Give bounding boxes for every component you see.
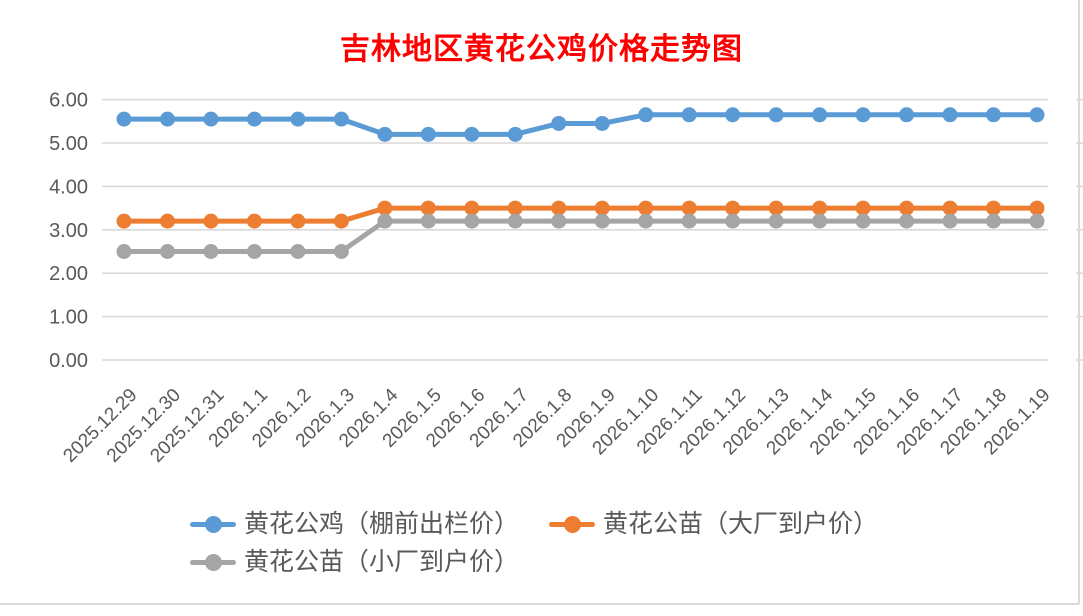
data-point [290,244,306,259]
data-point [464,200,480,216]
data-point [420,200,436,216]
legend-line-dot-icon [190,516,236,534]
data-point [681,200,697,216]
data-point [551,213,567,229]
data-point [986,107,1002,123]
legend-label: 黄花公苗（大厂到户价） [603,511,879,538]
data-point [551,200,567,216]
data-point [203,111,219,127]
y-axis-label: 1.00 [49,307,88,329]
series-line-1 [121,205,1040,224]
y-axis-label: 0.00 [49,350,88,372]
y-axis-label: 3.00 [49,220,88,242]
legend-label: 黄花公鸡（棚前出栏价） [244,511,520,538]
data-point [812,107,828,123]
data-point [681,107,697,123]
data-point [725,200,741,216]
legend-line-dot-icon [549,516,596,534]
legend-item-penqian-chulan: 黄花公鸡（棚前出栏价） [190,511,519,539]
data-point [464,213,480,229]
data-point [812,213,828,229]
data-point [855,200,871,216]
series-line-2 [121,218,1040,254]
data-point [768,200,784,216]
data-point [159,213,175,229]
data-point [638,107,654,123]
data-point [116,111,132,127]
legend-label: 黄花公苗（小厂到户价） [244,548,520,576]
data-point [464,126,480,142]
chart-legend: 黄花公鸡（棚前出栏价） 黄花公苗（大厂到户价） 黄花公苗（小厂到户价） [190,511,878,576]
data-point [246,244,262,259]
legend-row-1: 黄花公鸡（棚前出栏价） 黄花公苗（大厂到户价） [190,511,878,539]
data-point [203,213,219,229]
y-axis-label: 4.00 [49,176,88,198]
data-point [899,107,915,123]
data-point [594,213,610,229]
data-point [507,126,523,142]
legend-item-xiaochang-daohu: 黄花公苗（小厂到户价） [190,549,519,577]
data-point [1029,107,1045,123]
data-point [942,107,958,123]
data-point [507,213,523,229]
data-point [594,200,610,216]
data-point [333,111,349,127]
data-point [899,213,915,229]
data-point [1029,200,1045,216]
data-point [986,213,1002,229]
data-point [768,213,784,229]
data-point [507,200,523,216]
data-point [290,213,306,229]
y-axis-label: 5.00 [49,133,88,155]
data-point [594,115,610,131]
data-point [246,111,262,127]
legend-item-dachang-daohu: 黄花公苗（大厂到户价） [549,511,878,539]
chart-title: 吉林地区黄花公鸡价格走势图 [340,33,743,66]
data-point [420,213,436,229]
data-point [159,244,175,259]
data-point [899,200,915,216]
data-point [681,213,697,229]
data-point [1029,213,1045,229]
data-point [290,111,306,127]
data-point [725,213,741,229]
data-point [377,213,393,229]
data-point [203,244,219,259]
data-point [725,107,741,123]
data-point [812,200,828,216]
legend-line-dot-icon [190,553,236,571]
data-point [159,111,175,127]
legend-row-2: 黄花公苗（小厂到户价） [190,549,878,577]
data-point [638,200,654,216]
data-point [116,244,132,259]
data-point [551,115,567,131]
data-point [333,213,349,229]
data-point [333,244,349,259]
data-point [855,213,871,229]
data-point [942,213,958,229]
data-point [768,107,784,123]
data-point [855,107,871,123]
series-line-0 [121,112,1040,137]
data-point [638,213,654,229]
data-point [942,200,958,216]
data-point [377,200,393,216]
data-point [377,126,393,142]
data-point [246,213,262,229]
data-point [420,126,436,142]
data-point [986,200,1002,216]
y-axis-label: 2.00 [49,263,88,285]
data-point [116,213,132,229]
y-axis-label: 6.00 [49,90,88,112]
